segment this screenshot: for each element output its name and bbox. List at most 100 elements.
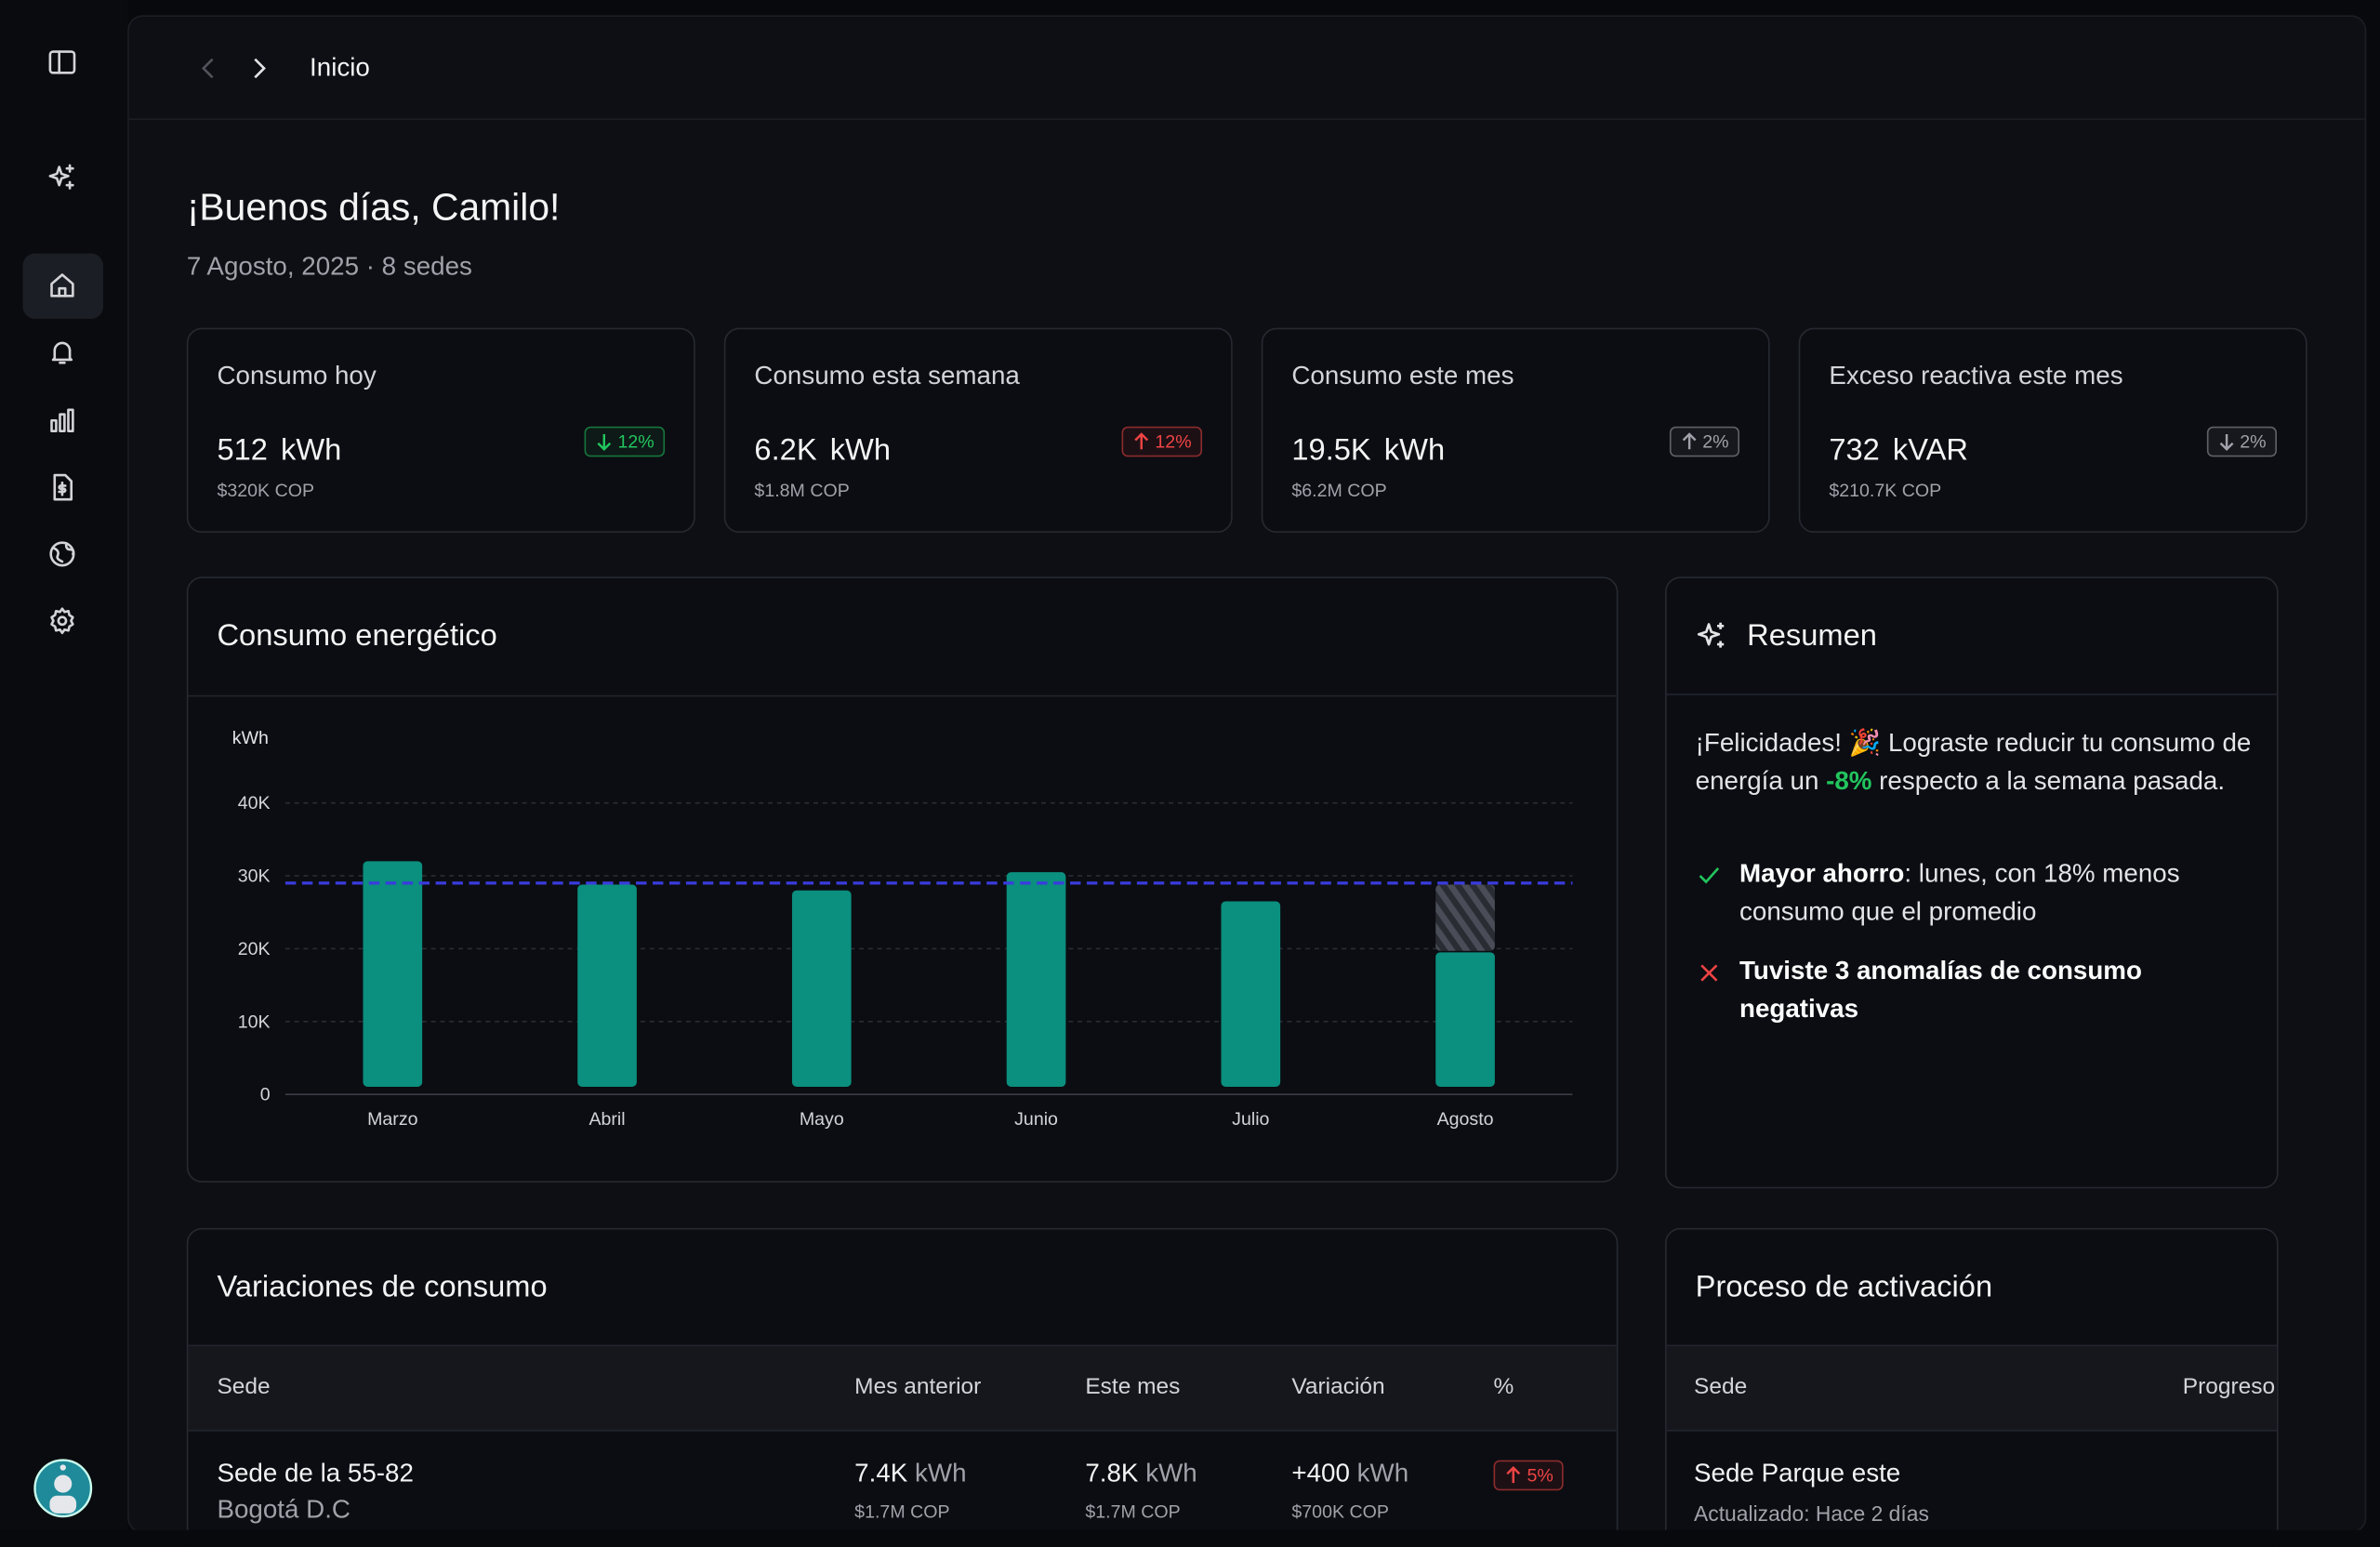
y-tick-label: 40K	[238, 793, 271, 813]
summary-item: Tuviste 3 anomalías de consumo negativas	[1739, 953, 2241, 1027]
x-tick-label: Julio	[1232, 1109, 1269, 1130]
summary-text: ¡Felicidades! 🎉 Lograste reducir tu cons…	[1695, 728, 2252, 795]
column-header: Sede	[1694, 1373, 1748, 1400]
kpi-card: Exceso reactiva este mes 732 kVAR $210.7K …	[1798, 327, 2307, 534]
summary-item-bold: Mayor ahorro	[1739, 859, 1905, 889]
cell-value: 7.4K	[854, 1458, 908, 1488]
change-value: 2%	[1702, 430, 1729, 453]
chart-card: Consumo energético kWh 0 10K 20K 30K 40K Marz…	[186, 576, 1619, 1183]
greeting-title: ¡Buenos días, Camilo!	[186, 186, 561, 230]
summary-item: Mayor ahorro: lunes, con 18% menos consu…	[1739, 856, 2241, 931]
settings-icon[interactable]	[47, 605, 78, 636]
trend-arrow	[1506, 1466, 1521, 1484]
check-icon	[1699, 867, 1720, 884]
change-value: 12%	[1155, 430, 1192, 453]
bar	[363, 861, 423, 1087]
kpi-value: 19.5K kWh	[1291, 417, 1445, 472]
ai-icon[interactable]	[47, 163, 78, 193]
kpi-card: Consumo hoy 512 kWh $320K COP 12%	[186, 327, 695, 534]
column-header: Progreso	[2182, 1373, 2276, 1400]
column-header: Variación	[1291, 1373, 1385, 1400]
cell-unit: kWh	[1145, 1458, 1197, 1488]
kpi-number: 512	[217, 433, 268, 468]
kpi-unit: kWh	[281, 433, 342, 468]
kpi-number: 19.5K	[1291, 433, 1371, 468]
activation-card: Proceso de activación Sede Progreso Sede P…	[1665, 1227, 2279, 1547]
kpi-cost: $320K COP	[217, 479, 315, 501]
cell-cost: $700K COP	[1291, 1501, 1389, 1523]
breadcrumb: Inicio	[310, 53, 370, 83]
y-tick-label: 10K	[238, 1012, 271, 1032]
back-button[interactable]	[199, 56, 220, 80]
home-icon[interactable]	[47, 271, 78, 301]
chart: kWh 0 10K 20K 30K 40K Marzo Abril Mayo Junio Juli…	[232, 728, 1573, 1130]
forward-button[interactable]	[247, 56, 269, 80]
x-tick-label: Mayo	[800, 1109, 844, 1130]
summary-card: Resumen ¡Felicidades! 🎉 Lograste reducir…	[1665, 576, 2279, 1189]
bar	[1006, 872, 1066, 1087]
sidebar	[0, 0, 128, 1547]
x-tick-label: Abril	[588, 1109, 625, 1130]
kpi-number: 6.2K	[754, 433, 817, 468]
divider	[188, 694, 1617, 697]
site-updated: Actualizado: Hace 2 días	[1694, 1501, 1929, 1526]
cell-value: +400	[1291, 1458, 1350, 1488]
summary-intro: ¡Felicidades! 🎉 Lograste reducir tu cons…	[1696, 725, 2257, 800]
chart-title: Consumo energético	[217, 619, 497, 654]
kpi-unit: kWh	[1383, 433, 1446, 468]
alerts-icon[interactable]	[47, 337, 78, 367]
kpi-card: Consumo este mes 19.5K kWh $6.2M COP 2%	[1261, 327, 1770, 534]
y-tick-label: 20K	[238, 939, 271, 959]
trend-arrow	[1682, 432, 1696, 450]
bar	[577, 884, 637, 1087]
active-nav-bg	[22, 253, 104, 319]
cell-cost: $1.7M COP	[854, 1501, 950, 1523]
kpi-value: 6.2K kWh	[754, 417, 891, 472]
change-badge: 5%	[1493, 1460, 1565, 1491]
change-value: 12%	[617, 430, 654, 453]
y-axis-label: kWh	[232, 728, 269, 748]
column-header: Sede	[217, 1373, 271, 1400]
bottom-edge	[0, 1529, 2380, 1547]
kpi-unit: kWh	[829, 433, 892, 468]
kpi-title: Consumo este mes	[1291, 361, 1514, 390]
billing-icon[interactable]	[47, 472, 78, 503]
kpi-card: Consumo esta semana 6.2K kWh $1.8M COP 12%	[723, 327, 1233, 534]
change-badge: 2%	[2206, 426, 2277, 457]
change-badge: 12%	[1121, 426, 1203, 457]
user-avatar[interactable]	[33, 1459, 93, 1518]
trend-arrow	[597, 433, 612, 451]
kpi-title: Consumo esta semana	[754, 361, 1020, 390]
x-tick-label: Agosto	[1437, 1109, 1494, 1130]
kpi-cost: $1.8M COP	[754, 479, 850, 501]
cell-unit: kWh	[1356, 1458, 1409, 1488]
y-tick-label: 0	[260, 1085, 271, 1105]
activation-title: Proceso de activación	[1695, 1270, 1993, 1304]
y-tick-label: 30K	[238, 866, 271, 887]
kpi-number: 732	[1829, 433, 1880, 468]
analytics-icon[interactable]	[47, 405, 78, 436]
site-cell: Sede Parque este Actualizado: Hace 2 días	[1694, 1459, 1929, 1526]
cross-icon	[1700, 964, 1718, 982]
kpi-value: 512 kWh	[217, 417, 341, 472]
table-header	[1666, 1344, 2277, 1432]
column-header: Mes anterior	[854, 1373, 982, 1400]
summary-item-text: : lunes, con 18% menos consumo que el pr…	[1739, 859, 2180, 926]
kpi-title: Consumo hoy	[217, 361, 377, 390]
kpi-value: 732 kVAR	[1829, 417, 1968, 472]
kpi-unit: kVAR	[1892, 433, 1968, 468]
site-name: Sede Parque este	[1694, 1458, 1901, 1488]
variations-card: Variaciones de consumo Sede Mes anterior E…	[186, 1227, 1619, 1547]
kpi-cost: $210.7K COP	[1829, 479, 1942, 501]
x-tick-label: Marzo	[367, 1109, 418, 1130]
summary-text: respecto a la semana pasada.	[1871, 765, 2226, 795]
toggle-sidebar-icon[interactable]	[47, 47, 78, 78]
summary-highlight: -8%	[1826, 765, 1872, 795]
change-badge: 2%	[1669, 426, 1740, 457]
summary-title: Resumen	[1747, 619, 1877, 654]
site-cell: Sede de la 55-82 Bogotá D.C	[217, 1459, 413, 1526]
sites-icon[interactable]	[47, 539, 78, 570]
bar	[1435, 952, 1495, 1087]
